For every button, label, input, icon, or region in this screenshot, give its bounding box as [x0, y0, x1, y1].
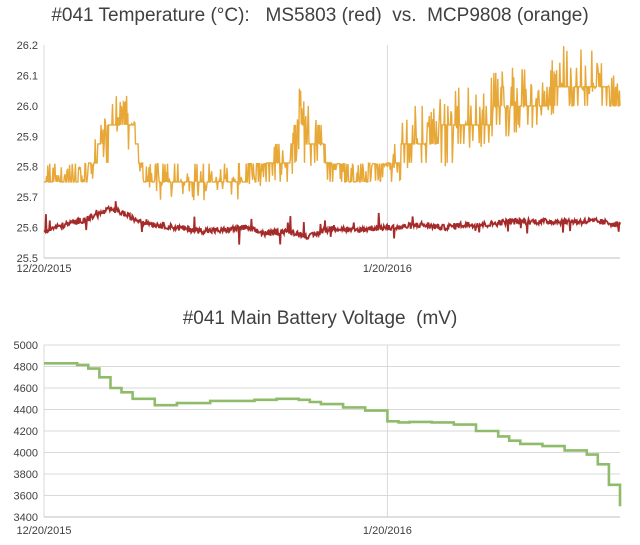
chart-1: 25.5 25.6 25.7 25.8 25.9 26.0 26.1 26.2 12/20/20… [16, 40, 621, 275]
series-line-mcp9808 [44, 46, 621, 201]
y-tick-label: 26.2 [17, 40, 38, 52]
y-tick-label: 3600 [14, 491, 38, 503]
y-tick-label: 4400 [14, 405, 38, 417]
y-tick-label: 4000 [14, 448, 38, 460]
x-tick-label: 12/20/2015 [16, 263, 71, 275]
y-tick-label: 25.5 [17, 253, 38, 265]
temperature-chart-title: #041 Temperature (°C): MS5803 (red) vs. … [51, 5, 589, 26]
y-tick-label: 26.1 [17, 70, 38, 82]
y-tick-label: 25.6 [17, 223, 38, 235]
x-tick-label: 1/20/2016 [363, 525, 412, 537]
y-tick-label: 3800 [14, 469, 38, 481]
y-tick-label: 4800 [14, 362, 38, 374]
series-line-voltage [44, 362, 622, 507]
chart-2: 3400 3600 3800 4000 4200 4400 4600 4800 5000 12/2… [14, 340, 622, 537]
voltage-chart-title: #041 Main Battery Voltage (mV) [182, 308, 458, 329]
y-tick-label: 5000 [14, 340, 38, 352]
y-tick-label: 4600 [14, 383, 38, 395]
x-tick-label: 12/20/2015 [16, 525, 71, 537]
y-tick-label: 3400 [14, 512, 38, 524]
x-tick-label: 1/20/2016 [363, 263, 412, 275]
y-tick-label: 25.8 [17, 162, 38, 174]
y-tick-label: 25.9 [17, 131, 38, 143]
y-tick-label: 26.0 [17, 101, 38, 113]
series-line-ms5803 [43, 201, 621, 245]
y-tick-label: 25.7 [17, 192, 38, 204]
y-tick-label: 4200 [14, 426, 38, 438]
